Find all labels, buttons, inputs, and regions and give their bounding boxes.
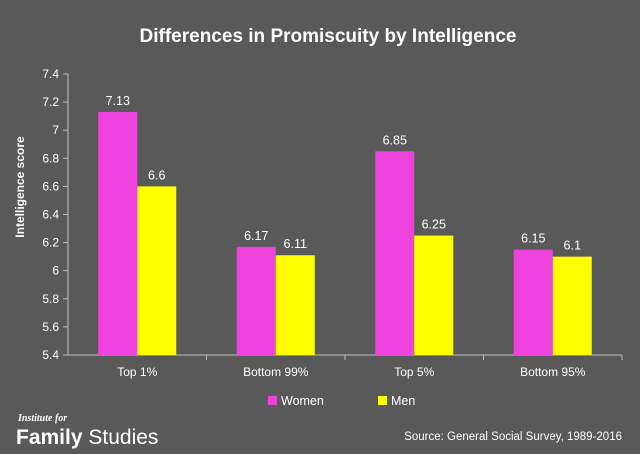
bar-men: [552, 256, 592, 355]
bar-men: [275, 255, 315, 355]
institute-for-family-studies-logo: Institute for Family Studies: [16, 413, 158, 449]
y-tick-label: 6.6: [42, 179, 59, 193]
x-tick-label: Top 1%: [117, 365, 157, 379]
data-label-women: 6.85: [383, 133, 407, 147]
data-label-men: 6.25: [422, 218, 446, 232]
chart-title: Differences in Promiscuity by Intelligen…: [140, 26, 517, 47]
y-tick-label: 5.8: [42, 292, 59, 306]
bar-women: [98, 111, 138, 355]
x-tick-label: Bottom 99%: [243, 365, 309, 379]
bar-women: [375, 151, 415, 355]
legend-label-men: Men: [391, 394, 415, 408]
x-tick-label: Bottom 95%: [520, 365, 586, 379]
data-label-men: 6.6: [148, 168, 165, 182]
brand-studies: Studies: [83, 426, 159, 449]
bar-men: [414, 235, 454, 355]
y-tick-label: 7.4: [42, 67, 59, 81]
y-tick-label: 6.8: [42, 151, 59, 165]
data-label-men: 6.1: [564, 239, 581, 253]
plot-area: 5.4 5.6 5.8 6 6.2 6.4 6.6 6.8 7 7.2 7.4 7.13 6.6 Top …: [42, 67, 623, 379]
y-tick-label: 5.6: [42, 320, 59, 334]
data-label-women: 6.17: [244, 229, 268, 243]
legend-label-women: Women: [281, 394, 324, 408]
y-tick-label: 6.2: [42, 236, 59, 250]
source-note: Source: General Social Survey, 1989-2016: [404, 431, 622, 443]
brand-line1: Institute for: [17, 413, 67, 424]
y-tick-label: 6.4: [42, 208, 59, 222]
y-tick-label: 7.2: [42, 95, 59, 109]
legend-swatch-men: [378, 396, 387, 405]
data-label-men: 6.11: [284, 237, 307, 251]
y-tick-label: 5.4: [42, 348, 59, 362]
brand-line2: Family Studies: [16, 426, 158, 449]
legend-swatch-women: [268, 396, 277, 405]
brand-family: Family: [16, 426, 83, 449]
legend: Women Men: [268, 394, 415, 408]
x-tick-label: Top 5%: [394, 365, 434, 379]
y-tick-label: 6: [52, 264, 59, 278]
bar-women: [513, 249, 553, 355]
data-label-women: 7.13: [106, 94, 130, 108]
y-axis-title: Intelligence score: [13, 136, 27, 238]
bar-women: [236, 246, 276, 355]
bar-men: [137, 186, 177, 355]
data-label-women: 6.15: [521, 232, 545, 246]
y-tick-label: 7: [52, 123, 59, 137]
